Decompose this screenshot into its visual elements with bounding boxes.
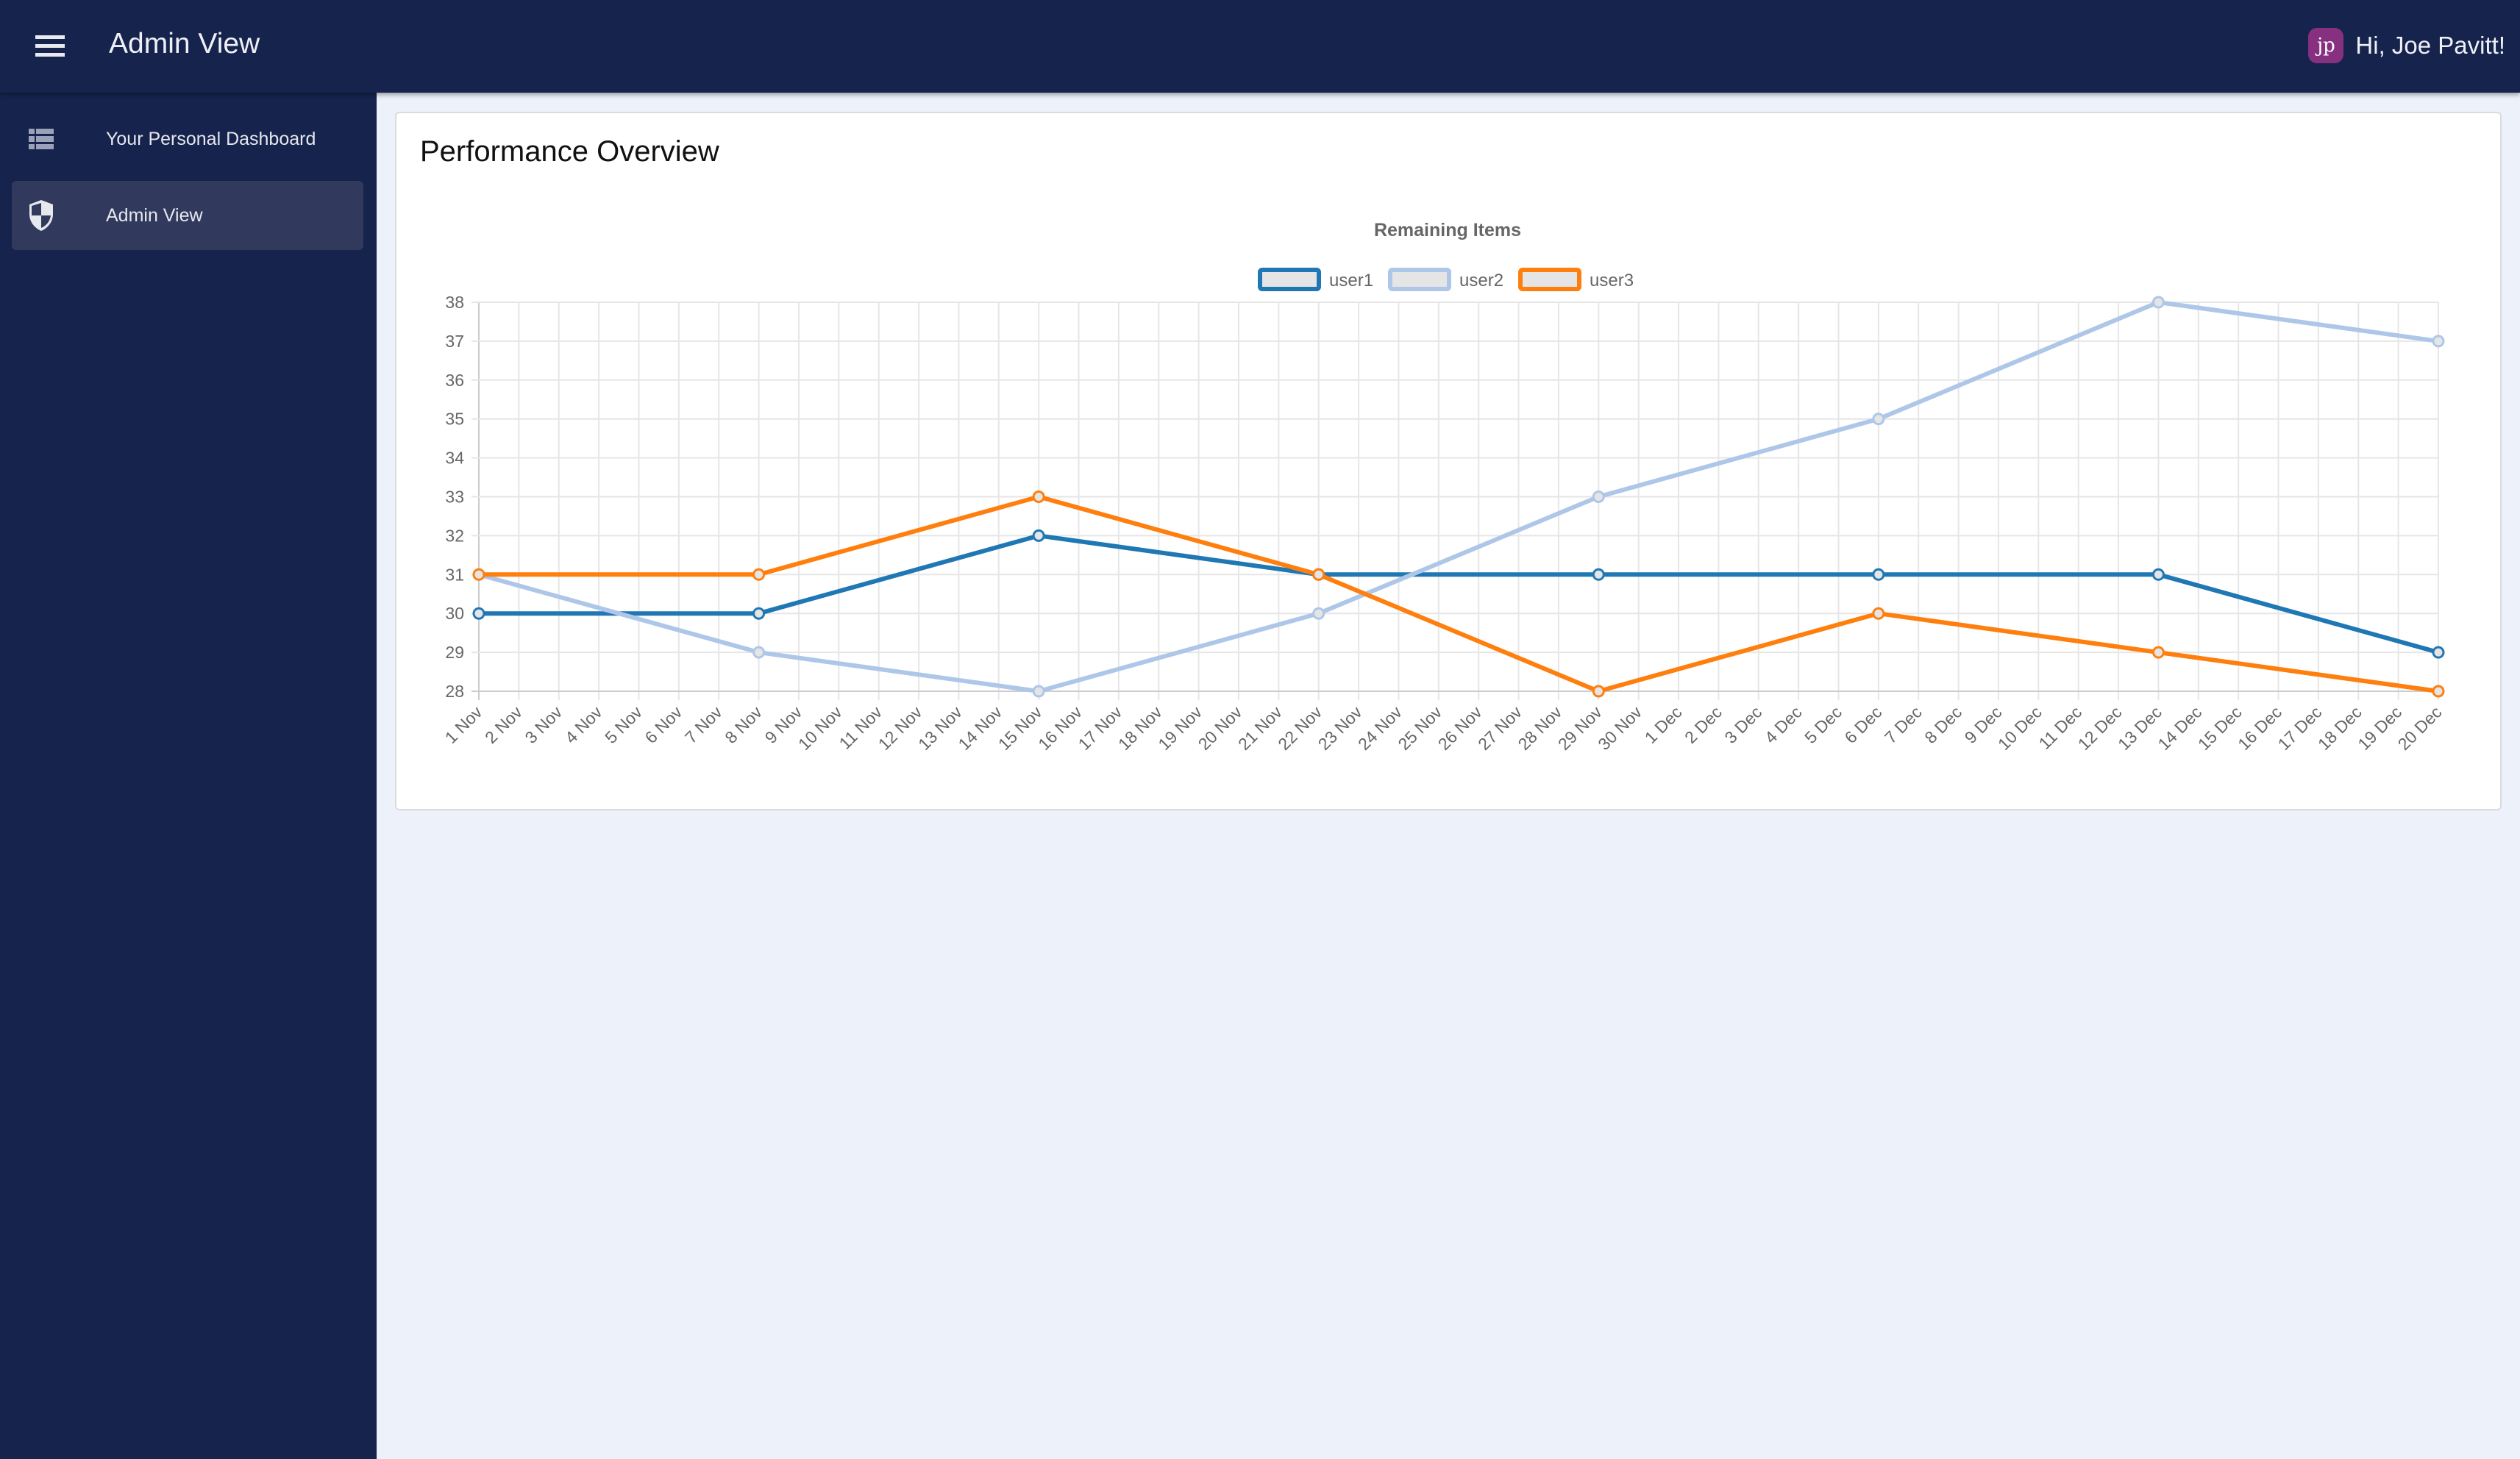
sidebar-item-label: Your Personal Dashboard xyxy=(106,128,316,149)
performance-card: Performance Overview xyxy=(395,112,2502,810)
app-title: Admin View xyxy=(109,28,260,60)
sidebar-item-admin-view[interactable]: Admin View xyxy=(12,181,363,250)
shield-icon xyxy=(26,199,56,232)
app-header: Admin View jp Hi, Joe Pavitt! xyxy=(0,0,2520,93)
avatar: jp xyxy=(2308,28,2344,63)
sidebar: Your Personal Dashboard Admin View xyxy=(0,93,377,1459)
user-menu[interactable]: jp Hi, Joe Pavitt! xyxy=(2308,28,2505,63)
user-greeting: Hi, Joe Pavitt! xyxy=(2355,32,2505,59)
sidebar-item-dashboard[interactable]: Your Personal Dashboard xyxy=(12,104,363,174)
hamburger-icon[interactable] xyxy=(35,35,65,57)
list-icon xyxy=(26,129,56,149)
sidebar-item-label: Admin View xyxy=(106,204,203,226)
card-title: Performance Overview xyxy=(420,135,719,168)
